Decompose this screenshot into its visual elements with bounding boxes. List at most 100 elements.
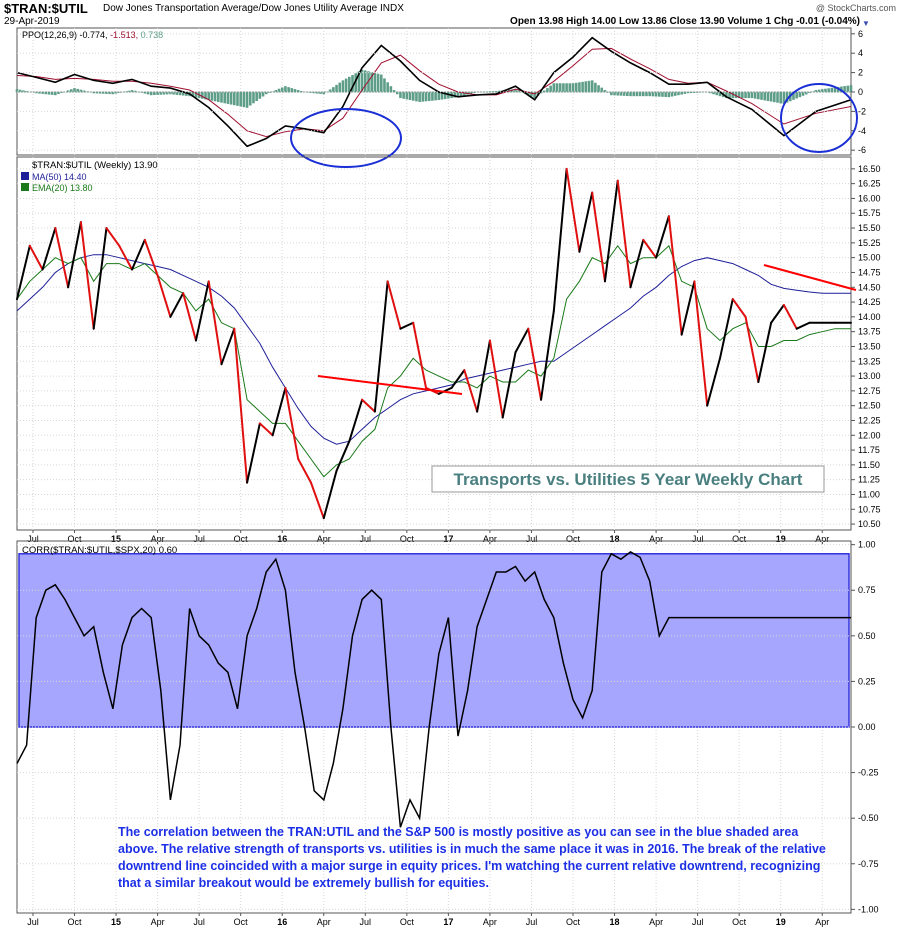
ma50-line: [16, 254, 851, 445]
ppo-histogram-bar: [277, 88, 281, 93]
ppo-histogram-bar: [597, 85, 600, 93]
ppo-histogram-bar: [619, 91, 623, 96]
corr-y-label: -0.50: [858, 813, 879, 823]
ppo-histogram-bar: [849, 85, 853, 93]
price-segment: [450, 369, 466, 389]
price-segment: [220, 327, 236, 366]
ppo-histogram-bar: [140, 91, 143, 93]
ppo-histogram-bar: [760, 91, 763, 100]
ppo-histogram-bar: [70, 89, 73, 93]
price-panel-title: $TRAN:$UTIL (Weekly) 13.90: [32, 160, 158, 171]
chart-title-box: [431, 465, 825, 493]
ppo-histogram-bar: [549, 85, 552, 93]
ppo-y-label: -6: [858, 145, 866, 155]
x-axis-label: Apr: [649, 917, 663, 927]
price-segment: [271, 386, 287, 437]
price-y-label: 14.50: [858, 282, 881, 292]
ppo-histogram-bar: [552, 83, 556, 93]
ppo-histogram-bar: [223, 91, 227, 104]
ppo-histogram-bar: [526, 91, 530, 96]
ppo-histogram-bar: [664, 91, 667, 97]
ppo-histogram-bar: [498, 90, 501, 93]
ppo-histogram-bar: [50, 91, 54, 95]
price-y-label: 16.00: [858, 193, 881, 203]
price-segment: [488, 339, 504, 419]
ppo-histogram-bar: [351, 75, 354, 93]
x-axis-label: 15: [111, 534, 121, 544]
ppo-histogram-bar: [60, 91, 64, 93]
ppo-histogram-bar: [76, 88, 80, 93]
price-segment: [412, 321, 428, 389]
ppo-histogram-bar: [584, 81, 588, 93]
ppo-histogram-bar: [229, 91, 233, 105]
price-y-label: 12.25: [858, 415, 881, 425]
ppo-histogram-bar: [635, 91, 639, 97]
price-segment: [246, 422, 261, 484]
ppo-histogram-bar: [792, 91, 795, 100]
price-segment: [667, 215, 683, 336]
price-segment: [309, 481, 325, 520]
ppo-histogram-bar: [293, 89, 297, 93]
price-segment: [386, 280, 402, 330]
price-segment: [182, 292, 197, 342]
ppo-histogram-bar: [392, 90, 396, 93]
ppo-histogram-bar: [590, 80, 594, 93]
ppo-histogram-bar: [431, 91, 434, 101]
ma50-legend: MA(50) 14.40: [32, 172, 87, 182]
price-y-label: 16.50: [858, 164, 881, 174]
ppo-histogram-bar: [757, 91, 760, 100]
ppo-histogram-bar: [300, 91, 303, 93]
correlation-line: [16, 551, 851, 828]
ppo-histogram-bar: [133, 90, 137, 93]
ppo-histogram-bar: [389, 86, 393, 93]
ppo-histogram-bar: [82, 90, 86, 93]
ppo-histogram-bar: [379, 74, 383, 93]
ppo-histogram-bar: [533, 91, 536, 99]
price-segment: [514, 327, 530, 354]
price-segment: [156, 274, 172, 318]
price-segment: [770, 304, 785, 324]
correlation-shaded-band: [18, 553, 850, 728]
price-segment: [361, 398, 376, 413]
ppo-histogram-bar: [434, 91, 437, 101]
price-y-label: 15.00: [858, 253, 881, 263]
ppo-histogram-bar: [172, 91, 175, 95]
ppo-histogram-bar: [111, 91, 115, 95]
ppo-histogram-bar: [773, 91, 776, 103]
ppo-histogram-bar: [402, 91, 405, 99]
ppo-histogram-bar: [696, 91, 699, 93]
ppo-histogram-bar: [814, 90, 818, 93]
ppo-histogram-bar: [248, 91, 252, 106]
ppo-histogram-bar: [191, 91, 195, 97]
corr-panel-title: CORR($TRAN:$UTIL,$SPX,20) 0.60: [22, 545, 177, 556]
ppo-histogram-bar: [514, 89, 517, 93]
price-segment: [67, 221, 82, 289]
ppo-histogram-bar: [731, 91, 735, 99]
price-y-label: 10.75: [858, 504, 881, 514]
ppo-histogram-bar: [101, 91, 105, 94]
chart-title-text: Transports vs. Utilities 5 Year Weekly C…: [454, 470, 803, 489]
ppo-histogram-bar: [376, 73, 380, 93]
ppo-histogram-bar: [360, 69, 364, 93]
price-segment: [552, 167, 568, 312]
ppo-histogram-bar: [820, 89, 824, 93]
ppo-histogram-bar: [443, 91, 447, 100]
ppo-histogram-bar: [370, 72, 373, 93]
ppo-histogram-bar: [833, 87, 837, 93]
x-axis-label: Jul: [692, 917, 704, 927]
price-segment: [258, 422, 274, 437]
corr-y-label: 0.00: [858, 722, 876, 732]
ppo-histogram-bar: [146, 91, 150, 95]
ppo-histogram-bar: [399, 91, 402, 99]
ppo-histogram-bar: [252, 91, 255, 104]
ppo-legend: PPO(12,26,9) -0.774, -1.513, 0.738: [22, 30, 163, 40]
ppo-histogram-bar: [673, 91, 677, 96]
trendline: [317, 375, 463, 395]
ppo-histogram-bar: [626, 91, 629, 97]
ppo-histogram-bar: [239, 91, 242, 107]
ppo-histogram-bar: [57, 91, 60, 95]
ppo-histogram-bar: [804, 91, 808, 95]
chevron-down-icon[interactable]: ▼: [862, 19, 870, 28]
ppo-histogram-bar: [447, 91, 450, 99]
ppo-histogram-bar: [613, 91, 616, 96]
